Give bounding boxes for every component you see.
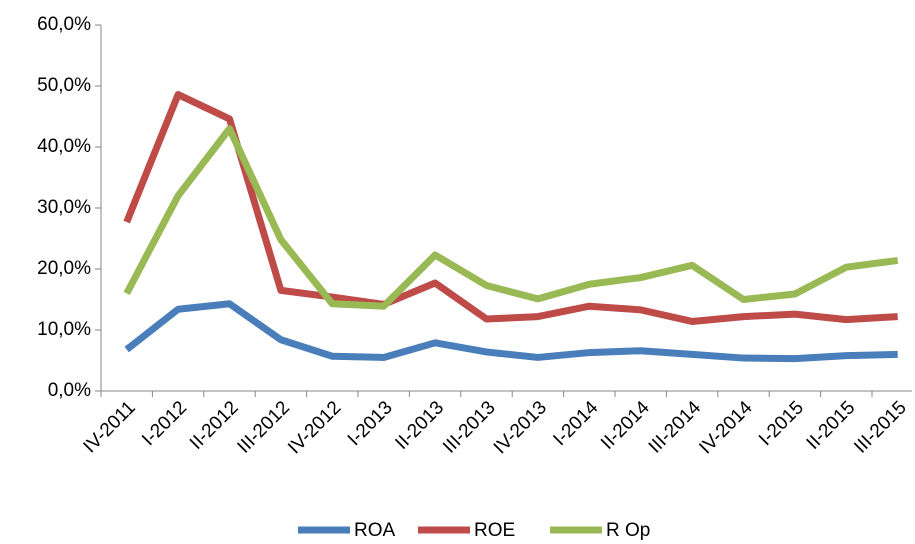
y-tick-label: 60,0%	[37, 14, 91, 35]
x-tick-label: I-2014	[549, 397, 602, 450]
x-tick-label: I-2013	[344, 397, 397, 450]
y-tick-label: 30,0%	[37, 197, 91, 218]
x-tick-label: III-2013	[439, 397, 499, 457]
x-tick-label: IV-2014	[695, 397, 756, 458]
x-tick-label: III-2014	[645, 397, 706, 458]
x-tick-label: IV-2013	[490, 397, 551, 458]
y-tick-label: 0,0%	[48, 380, 91, 401]
legend-label: R Op	[606, 520, 650, 541]
legend-label: ROA	[354, 520, 396, 541]
x-tick-label: III-2012	[234, 397, 294, 457]
y-tick-label: 20,0%	[37, 258, 91, 279]
y-tick-label: 10,0%	[37, 319, 91, 340]
x-tick-label: II-2013	[392, 397, 449, 454]
x-tick-label: IV-2012	[284, 397, 345, 458]
y-tick-label: 40,0%	[37, 136, 91, 157]
legend-label: ROE	[474, 520, 515, 541]
x-tick-label: I-2015	[755, 397, 808, 450]
x-tick-label: I-2012	[138, 397, 191, 450]
x-tick-label: II-2014	[597, 397, 654, 454]
x-tick-label: II-2015	[803, 397, 860, 454]
series-line	[124, 300, 898, 363]
series-line	[123, 125, 899, 310]
series-line	[123, 91, 898, 325]
x-tick-label: IV-2011	[80, 397, 140, 457]
y-tick-label: 50,0%	[37, 75, 91, 96]
x-tick-label: III-2015	[850, 397, 910, 457]
x-tick-label: II-2012	[186, 397, 243, 454]
